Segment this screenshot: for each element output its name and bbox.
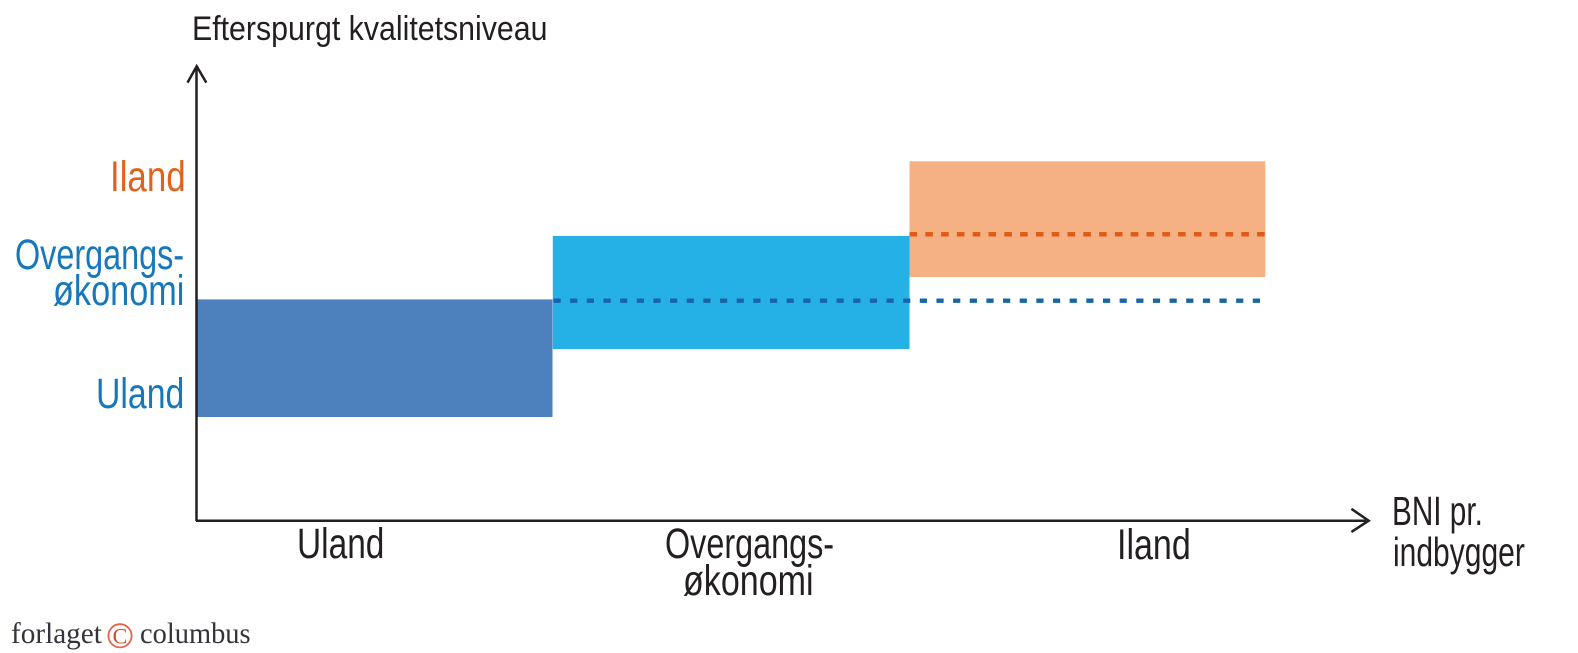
svg-text:C: C	[113, 623, 128, 648]
